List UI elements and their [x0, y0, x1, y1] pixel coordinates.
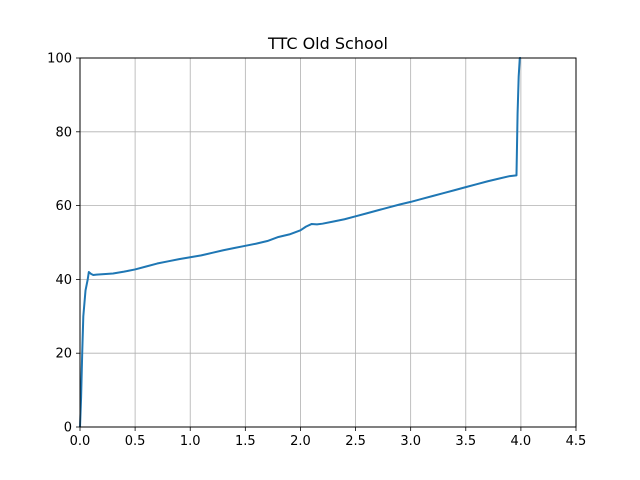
x-tick-label: 0.5	[125, 434, 146, 449]
y-tick-label: 100	[47, 52, 72, 67]
x-tick-label: 3.5	[455, 434, 476, 449]
y-axis: 0 20 40 60 80 100	[47, 52, 80, 436]
x-tick-label: 4.0	[511, 434, 532, 449]
chart-title: TTC Old School	[267, 34, 388, 53]
x-tick-label: 1.0	[180, 434, 201, 449]
x-tick-label: 2.0	[290, 434, 311, 449]
y-tick-label: 0	[64, 421, 72, 436]
series-line	[79, 57, 521, 428]
x-tick-label: 3.0	[400, 434, 421, 449]
x-tick-label: 1.5	[235, 434, 256, 449]
x-tick-label: 2.5	[345, 434, 366, 449]
y-tick-label: 60	[55, 199, 72, 214]
y-tick-label: 80	[55, 125, 72, 140]
plot-frame	[79, 57, 577, 428]
x-tick-label: 0.0	[70, 434, 91, 449]
y-tick-label: 40	[55, 273, 72, 288]
series-group	[79, 57, 521, 428]
x-axis: 0.0 0.5 1.0 1.5 2.0 2.5 3.0 3.5 4.0 4.5	[70, 427, 587, 449]
y-tick-label: 20	[55, 347, 72, 362]
x-tick-label: 4.5	[566, 434, 587, 449]
